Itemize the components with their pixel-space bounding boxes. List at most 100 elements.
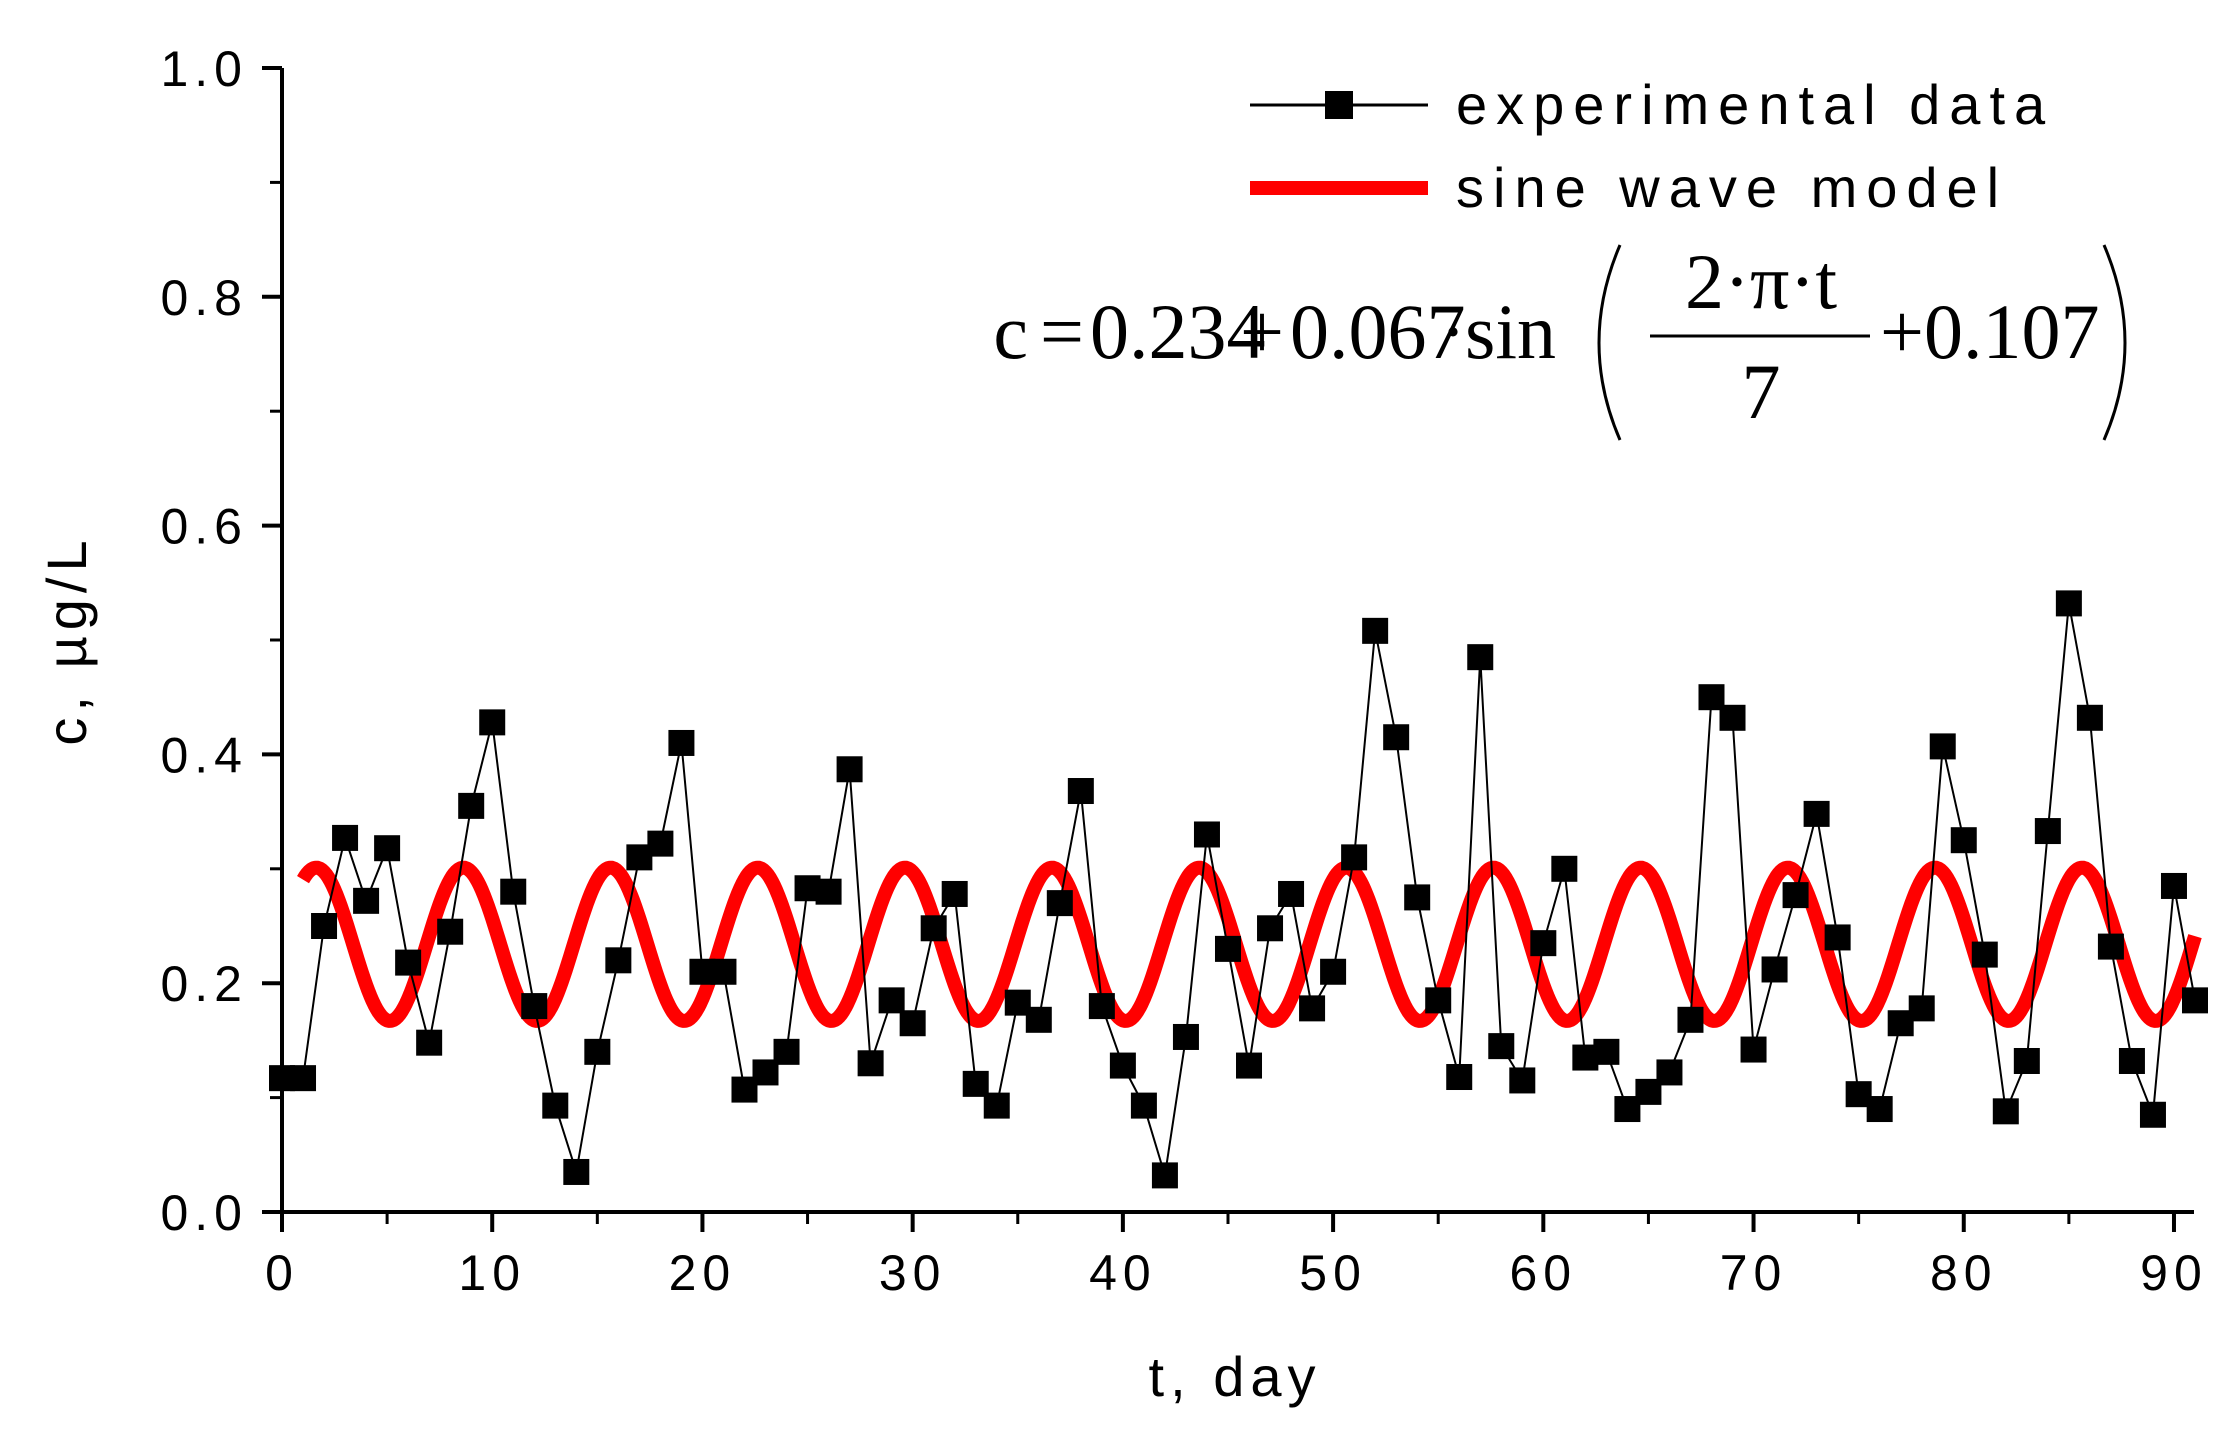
experimental-data-point — [962, 1070, 989, 1097]
experimental-data-point — [1320, 958, 1347, 985]
experimental-data-point — [374, 835, 401, 862]
y-axis-label: c, µg/L — [35, 534, 98, 745]
experimental-data-point — [1214, 935, 1241, 962]
experimental-data-point — [1341, 844, 1368, 871]
experimental-data-point — [1782, 882, 1809, 909]
eq-denominator: 7 — [1742, 348, 1781, 435]
y-tick-label: 0.0 — [160, 1185, 248, 1241]
experimental-data-point — [1761, 956, 1788, 983]
experimental-data-point — [1257, 915, 1284, 942]
experimental-data-point — [1593, 1038, 1620, 1065]
sine-wave-line — [297, 860, 2202, 1028]
x-tick-label: 30 — [879, 1245, 947, 1301]
x-axis-ticks: 0 10 20 30 40 50 60 70 80 90 — [265, 1212, 2208, 1301]
eq-lhs: c — [993, 288, 1028, 375]
eq-amplitude: 0.067 — [1290, 288, 1466, 375]
experimental-data-point — [1530, 930, 1557, 957]
experimental-data-point — [563, 1158, 590, 1185]
experimental-data-point — [1278, 880, 1305, 907]
eq-dot: · — [1440, 288, 1466, 375]
experimental-data-point — [2118, 1047, 2145, 1074]
experimental-data-point — [1551, 855, 1578, 882]
experimental-data-point — [773, 1038, 800, 1065]
experimental-data-point — [1803, 800, 1830, 827]
experimental-data-point — [1025, 1006, 1052, 1033]
x-tick-label: 70 — [1720, 1245, 1788, 1301]
experimental-data-point — [1362, 617, 1389, 644]
x-tick-label: 60 — [1510, 1245, 1578, 1301]
x-axis-label: t, day — [1149, 1345, 1322, 1408]
experimental-data-point — [605, 947, 632, 974]
experimental-data-point — [647, 830, 674, 857]
experimental-data-point — [353, 887, 380, 914]
experimental-data-point — [332, 824, 359, 851]
experimental-data-point — [1866, 1096, 1893, 1123]
experimental-data-point — [521, 993, 548, 1020]
experimental-data-point — [2097, 933, 2124, 960]
x-tick-label: 10 — [458, 1245, 526, 1301]
experimental-data-point — [1488, 1033, 1515, 1060]
experimental-data-point — [1130, 1092, 1157, 1119]
eq-left-paren — [1597, 244, 1622, 441]
sine-wave-series — [297, 860, 2202, 1028]
experimental-data-point — [2034, 818, 2061, 845]
eq-sin: sin — [1465, 288, 1556, 375]
model-equation: c = 0.234 + 0.067 · sin 2·π·t 7 +0.107 — [993, 238, 2127, 441]
experimental-data-point — [1509, 1067, 1536, 1094]
experimental-data-point — [1467, 644, 1494, 671]
experimental-data-point — [983, 1092, 1010, 1119]
eq-equals: = — [1040, 288, 1084, 375]
experimental-data-point — [1950, 827, 1977, 854]
experimental-data-point — [668, 729, 695, 756]
experimental-data-point — [416, 1029, 443, 1056]
y-tick-label: 0.8 — [160, 270, 248, 326]
y-tick-label: 0.2 — [160, 956, 248, 1012]
experimental-data-series — [269, 590, 2208, 1189]
experimental-data-point — [836, 756, 863, 783]
experimental-data-point — [1299, 995, 1326, 1022]
experimental-data-point — [1046, 890, 1073, 917]
experimental-data-point — [1236, 1052, 1263, 1079]
experimental-data-point — [1151, 1162, 1178, 1189]
experimental-data-point — [395, 949, 422, 976]
experimental-data-point — [542, 1092, 569, 1119]
y-tick-label: 0.6 — [160, 499, 248, 555]
experimental-data-point — [920, 915, 947, 942]
experimental-data-point — [2182, 987, 2208, 1014]
x-tick-label: 40 — [1089, 1245, 1157, 1301]
experimental-data-point — [2055, 590, 2082, 617]
experimental-data-point — [1740, 1036, 1767, 1063]
x-tick-label: 90 — [2140, 1245, 2208, 1301]
experimental-data-point — [1719, 704, 1746, 731]
experimental-data-point — [1656, 1059, 1683, 1086]
experimental-data-point — [1404, 884, 1431, 911]
experimental-data-point — [1992, 1098, 2019, 1125]
legend-sine-label: sine wave model — [1456, 156, 2008, 219]
y-tick-label: 1.0 — [160, 41, 248, 97]
legend: experimental data sine wave model — [1250, 73, 2045, 219]
eq-constant: 0.234 — [1090, 288, 1266, 375]
y-axis-ticks: 0.0 0.2 0.4 0.6 0.8 1.0 — [160, 41, 282, 1241]
experimental-data-point — [290, 1065, 317, 1092]
experimental-data-point — [2139, 1101, 2166, 1128]
experimental-data-point — [2013, 1047, 2040, 1074]
eq-phase: +0.107 — [1880, 288, 2100, 375]
experimental-data-point — [458, 792, 485, 819]
legend-experimental-marker — [1325, 91, 1353, 119]
experimental-data-point — [1088, 993, 1115, 1020]
experimental-data-point — [1109, 1052, 1136, 1079]
experimental-data-point — [1677, 1006, 1704, 1033]
experimental-data-point — [1824, 924, 1851, 951]
experimental-data-point — [857, 1050, 884, 1077]
experimental-data-point — [899, 1010, 926, 1037]
experimental-data-point — [1971, 941, 1998, 968]
experimental-data-point — [584, 1038, 611, 1065]
eq-plus: + — [1240, 288, 1284, 375]
experimental-data-point — [479, 709, 506, 736]
experimental-data-point — [941, 880, 968, 907]
experimental-data-point — [1383, 724, 1410, 751]
experimental-data-point — [815, 878, 842, 905]
experimental-data-point — [2160, 872, 2187, 899]
experimental-data-point — [878, 987, 905, 1014]
